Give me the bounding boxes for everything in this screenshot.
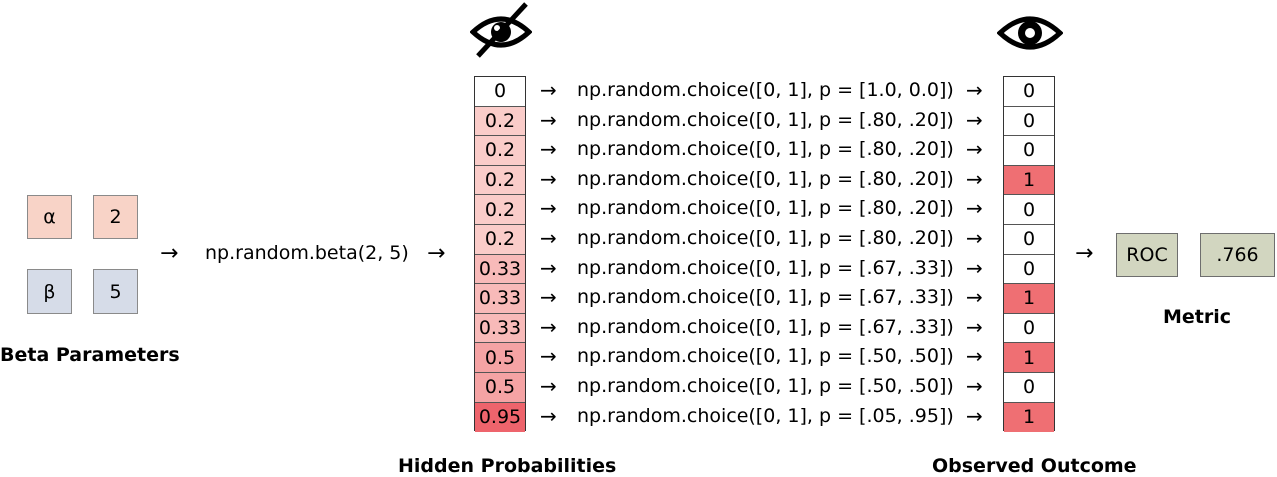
hidden-probabilities-label: Hidden Probabilities <box>398 455 617 477</box>
beta-parameters-label: Beta Parameters <box>0 344 180 366</box>
row-arrow-right: → <box>966 374 983 398</box>
observed-outcome-label: Observed Outcome <box>932 455 1137 477</box>
row-arrow-left: → <box>540 285 557 310</box>
row-arrow-right: → <box>966 344 983 369</box>
row-arrow-right: → <box>966 226 983 250</box>
hidden-probability-cell: 0.33 <box>475 254 525 285</box>
observed-outcome-cell: 1 <box>1004 402 1054 433</box>
choice-call: np.random.choice([0, 1], p = [.80, .20]) <box>577 227 954 249</box>
row-arrow-right: → <box>966 196 983 221</box>
row-arrow-left: → <box>540 226 557 250</box>
beta-symbol-box: β <box>27 269 72 314</box>
hidden-probability-cell: 0.2 <box>475 106 525 137</box>
metric-name: ROC <box>1126 244 1168 266</box>
row-arrow-left: → <box>540 78 557 102</box>
alpha-value-box: 2 <box>93 195 138 239</box>
row-arrow-right: → <box>966 285 983 310</box>
observed-outcome-cell: 1 <box>1004 343 1054 373</box>
choice-call: np.random.choice([0, 1], p = [.80, .20]) <box>577 108 954 131</box>
choice-call: np.random.choice([0, 1], p = [.50, .50]) <box>577 345 954 368</box>
hidden-probabilities-column: 0 0.2 0.2 0.2 0.2 0.2 0.33 0.33 0.33 0.5 0.5 0.95 <box>474 76 526 433</box>
hidden-probability-cell: 0.95 <box>475 402 525 433</box>
metric-name-box: ROC <box>1116 233 1178 277</box>
row-arrow-right: → <box>966 166 983 191</box>
row-arrow-right: → <box>966 255 983 280</box>
row-arrow-left: → <box>540 107 557 132</box>
row-arrow-left: → <box>540 374 557 398</box>
choice-call: np.random.choice([0, 1], p = [.50, .50]) <box>577 375 954 397</box>
row-arrow-left: → <box>540 166 557 191</box>
eye-crossed-icon <box>470 2 532 58</box>
beta-symbol: β <box>43 280 56 303</box>
row-arrow-left: → <box>540 196 557 221</box>
observed-outcome-cell: 0 <box>1004 373 1054 403</box>
hidden-probability-cell: 0.2 <box>475 225 525 255</box>
beta-value-box: 5 <box>93 269 138 314</box>
hidden-probability-cell: 0.2 <box>475 136 525 166</box>
row-arrow-right: → <box>966 403 983 428</box>
beta-call: np.random.beta(2, 5) <box>205 242 409 264</box>
observed-outcome-cell: 1 <box>1004 165 1054 196</box>
row-arrow-left: → <box>540 137 557 162</box>
observed-outcome-cell: 0 <box>1004 77 1054 107</box>
hidden-probability-cell: 0.2 <box>475 195 525 225</box>
arrow-to-metric: → <box>1075 241 1094 266</box>
row-arrow-right: → <box>966 107 983 132</box>
row-arrow-left: → <box>540 314 557 339</box>
alpha-value: 2 <box>109 206 122 228</box>
eye-icon <box>997 16 1063 50</box>
choice-call: np.random.choice([0, 1], p = [.80, .20]) <box>577 167 954 190</box>
hidden-probability-cell: 0.5 <box>475 343 525 373</box>
observed-outcome-cell: 1 <box>1004 284 1054 314</box>
row-arrow-right: → <box>966 78 983 102</box>
choice-call: np.random.choice([0, 1], p = [.67, .33]) <box>577 286 954 309</box>
choice-call: np.random.choice([0, 1], p = [.67, .33]) <box>577 315 954 338</box>
row-arrow-right: → <box>966 314 983 339</box>
observed-outcome-cell: 0 <box>1004 254 1054 285</box>
hidden-probability-cell: 0.2 <box>475 165 525 196</box>
hidden-probability-cell: 0.33 <box>475 284 525 314</box>
alpha-symbol: α <box>43 206 56 228</box>
metric-value-box: .766 <box>1200 233 1275 277</box>
metric-value: .766 <box>1216 244 1259 266</box>
row-arrow-left: → <box>540 403 557 428</box>
arrow-to-hidden: → <box>427 241 446 266</box>
observed-outcome-cell: 0 <box>1004 136 1054 166</box>
beta-value: 5 <box>109 280 122 303</box>
observed-outcome-cell: 0 <box>1004 313 1054 344</box>
choice-call: np.random.choice([0, 1], p = [.05, .95]) <box>577 404 954 427</box>
alpha-symbol-box: α <box>27 195 72 239</box>
hidden-probability-cell: 0.5 <box>475 373 525 403</box>
metric-label: Metric <box>1163 306 1232 328</box>
hidden-probability-cell: 0.33 <box>475 313 525 344</box>
observed-outcome-cell: 0 <box>1004 106 1054 137</box>
choice-call: np.random.choice([0, 1], p = [.80, .20]) <box>577 197 954 220</box>
row-arrow-left: → <box>540 344 557 369</box>
choice-call: np.random.choice([0, 1], p = [1.0, 0.0]) <box>577 79 954 101</box>
choice-call: np.random.choice([0, 1], p = [.80, .20]) <box>577 138 954 161</box>
choice-call: np.random.choice([0, 1], p = [.67, .33]) <box>577 256 954 279</box>
row-arrow-right: → <box>966 137 983 162</box>
observed-outcome-cell: 0 <box>1004 225 1054 255</box>
arrow-to-beta: → <box>160 241 179 266</box>
row-arrow-left: → <box>540 255 557 280</box>
hidden-probability-cell: 0 <box>475 77 525 107</box>
observed-outcome-cell: 0 <box>1004 195 1054 225</box>
